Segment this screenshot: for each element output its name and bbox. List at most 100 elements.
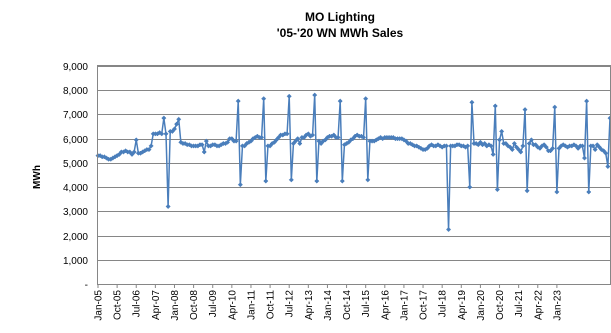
x-tick-label: Jan-05 [94,290,105,321]
data-point [488,143,494,149]
data-point [467,184,473,190]
data-point [499,128,505,134]
y-tick-label: 9,000 [63,62,88,73]
x-tick-label: Jan-08 [170,290,181,321]
data-point [518,149,524,155]
data-point [496,137,503,143]
data-point [295,136,301,142]
data-point [586,189,592,195]
data-point [161,115,167,121]
data-point [526,140,532,147]
y-tick-label: 6,000 [63,135,88,146]
data-point [592,147,598,153]
data-point [297,140,303,147]
data-point [235,98,241,104]
data-point [581,155,588,161]
x-tick-label: Jan-20 [476,290,487,321]
data-point [603,150,609,156]
data-point [288,177,294,183]
x-tick-label: Oct-11 [266,290,277,320]
data-point [237,182,243,188]
data-point [590,143,596,149]
data-point [465,143,471,149]
x-tick-label: Oct-08 [189,290,200,320]
data-point [361,134,367,141]
x-tick-label: Apr-22 [533,290,544,320]
data-point [469,99,475,105]
x-tick-label: Oct-17 [419,290,430,320]
chart-subtitle: '05-'20 WN MWh Sales [277,26,404,40]
data-point [314,178,320,184]
x-tick-label: Apr-13 [304,290,315,320]
data-point [509,147,515,153]
x-tick-label: Oct-05 [113,290,124,320]
series-wn-mwh-sales [95,92,611,233]
x-tick-label: Jul-21 [514,290,525,318]
x-tick-label: Jul-15 [361,290,372,318]
x-tick-label: Jul-06 [132,290,143,318]
data-point [490,151,496,157]
y-tick-label: 1,000 [63,256,88,267]
data-point [225,139,231,145]
data-point [171,126,178,132]
data-point [148,143,154,149]
data-point [165,203,171,210]
data-point [259,134,265,141]
data-point [174,121,180,127]
x-tick-label: Apr-07 [151,290,162,320]
data-point [520,143,526,149]
y-tick-label: - [85,280,88,291]
x-tick-label: Oct-14 [342,290,353,320]
data-point [337,98,343,104]
y-tick-labels: - 1,000 2,000 3,000 4,000 5,000 6,000 7,000 8,00… [63,62,88,291]
data-point [261,96,267,102]
data-point [524,188,530,194]
data-point [263,178,269,184]
y-tick-label: 5,000 [63,159,88,170]
data-point [579,143,585,149]
data-point [163,131,169,137]
data-point [199,142,205,148]
data-point [365,177,371,183]
y-axis-label: MWh [32,165,43,189]
gridlines [98,66,610,285]
x-tick-label: Jan-14 [323,290,334,321]
data-point [286,93,292,99]
y-tick-label: 7,000 [63,110,88,121]
y-tick-label: 8,000 [63,86,88,97]
data-point [284,131,290,137]
data-point [584,98,590,104]
data-point [522,107,528,113]
data-point [543,144,549,150]
x-tick-label: Jan-17 [399,290,410,321]
data-point [233,138,239,144]
x-tick-label: Jul-12 [285,290,296,318]
data-point [494,186,500,193]
x-tick-label: Jan-23 [552,290,563,321]
data-point [528,137,534,143]
data-point [550,145,556,151]
data-point [335,134,341,141]
y-tick-label: 2,000 [63,232,88,243]
data-point [131,149,137,155]
x-tick-label: Jul-09 [208,290,219,318]
data-point [554,189,560,195]
data-point [445,226,452,233]
data-point [201,149,207,155]
x-tick-label: Apr-10 [227,290,238,320]
x-tick-label: Jul-18 [438,290,449,318]
data-point [312,92,318,98]
data-point [552,104,558,110]
data-point [176,116,182,122]
x-tick-label: Oct-20 [495,290,506,320]
y-tick-label: 4,000 [63,183,88,194]
chart-title: MO Lighting [305,10,375,24]
data-point [363,96,369,102]
x-tick-label: Jan-11 [246,290,257,320]
x-tick-label: Apr-16 [380,290,391,320]
data-point [146,147,152,153]
data-point [203,138,209,144]
data-point [492,103,498,109]
data-point [511,140,517,147]
